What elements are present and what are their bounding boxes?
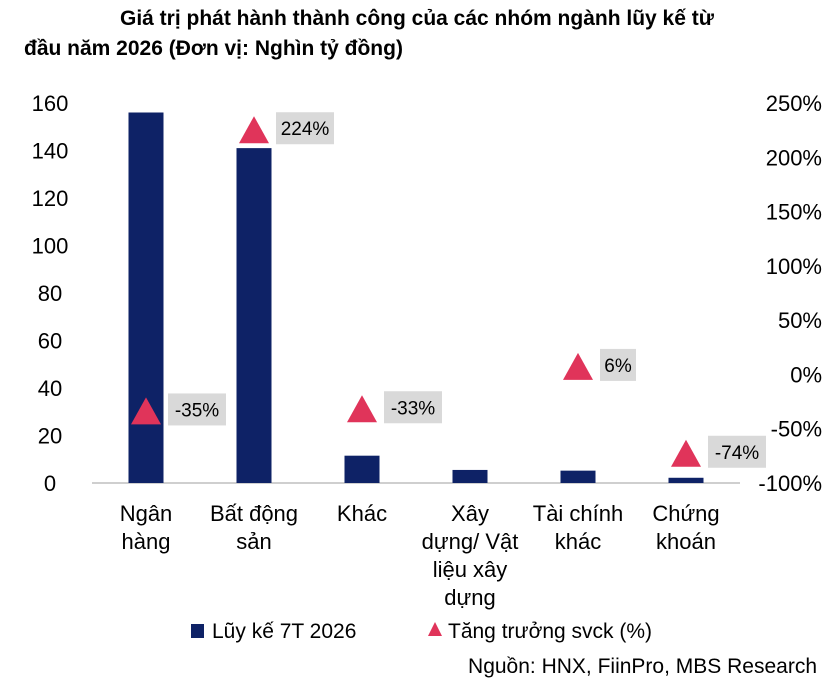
right-axis-tick-label: -100%: [758, 471, 822, 496]
right-axis-tick-label: 250%: [766, 91, 822, 116]
right-axis-tick-label: -50%: [771, 417, 822, 442]
category-label: sản: [236, 529, 271, 554]
right-axis-tick-label: 150%: [766, 200, 822, 225]
legend-bar-label: Lũy kế 7T 2026: [212, 620, 356, 643]
legend-growth-label: Tăng trưởng svck (%): [448, 620, 652, 643]
growth-label-box-1: [276, 112, 334, 145]
category-label: dựng: [444, 585, 495, 610]
category-label: hàng: [122, 529, 171, 554]
growth-label-box-4: [600, 348, 636, 381]
left-axis-tick-label: 140: [32, 139, 69, 164]
category-label: Bất động: [210, 501, 298, 526]
growth-label-box-0: [168, 393, 226, 426]
left-axis-tick-label: 0: [44, 471, 56, 496]
growth-label-1: 224%: [281, 119, 330, 140]
category-label: khoán: [656, 529, 716, 554]
growth-marker-0: [131, 397, 161, 425]
right-axis-tick-label: 0%: [790, 362, 822, 387]
source-note: Nguồn: HNX, FiinPro, MBS Research: [468, 655, 817, 678]
growth-label-2: -33%: [391, 398, 435, 419]
left-axis-tick-label: 100: [32, 234, 69, 259]
category-label: Khác: [337, 501, 387, 526]
left-axis-tick-label: 20: [38, 424, 62, 449]
category-label: Xây: [451, 501, 489, 526]
right-axis-tick-label: 200%: [766, 145, 822, 170]
category-label: Tài chính: [533, 501, 624, 526]
legend-bar-swatch: [191, 624, 204, 638]
left-axis-tick-label: 160: [32, 91, 69, 116]
right-axis-tick-label: 100%: [766, 254, 822, 279]
left-axis-tick-label: 40: [38, 376, 62, 401]
category-label: Ngân: [120, 501, 173, 526]
growth-label-0: -35%: [175, 400, 219, 421]
category-label: dựng/ Vật: [422, 529, 519, 554]
growth-label-4: 6%: [604, 356, 632, 377]
bar-5: [668, 477, 704, 483]
left-axis-tick-label: 60: [38, 329, 62, 354]
growth-marker-1: [239, 116, 269, 144]
bar-1: [236, 148, 272, 483]
chart-title-line-1: Giá trị phát hành thành công của các nhó…: [120, 7, 714, 30]
category-label: liệu xây: [433, 557, 508, 582]
bar-2: [344, 455, 380, 483]
growth-marker-2: [347, 395, 377, 423]
bar-4: [560, 470, 596, 483]
legend-triangle-swatch: [428, 622, 442, 636]
growth-marker-5: [671, 439, 701, 467]
category-label: Chứng: [652, 501, 719, 526]
growth-label-5: -74%: [715, 443, 759, 464]
chart-title: Giá trị phát hành thành công của các nhó…: [24, 4, 824, 64]
left-axis-tick-label: 120: [32, 186, 69, 211]
bar-3: [452, 469, 488, 483]
left-axis-tick-label: 80: [38, 281, 62, 306]
growth-label-box-5: [708, 435, 766, 468]
category-label: khác: [555, 529, 601, 554]
right-axis-tick-label: 50%: [778, 308, 822, 333]
growth-marker-4: [563, 352, 593, 380]
bar-0: [128, 112, 164, 483]
chart-title-line-2: đầu năm 2026 (Đơn vị: Nghìn tỷ đồng): [24, 37, 403, 60]
growth-label-box-2: [384, 391, 442, 424]
